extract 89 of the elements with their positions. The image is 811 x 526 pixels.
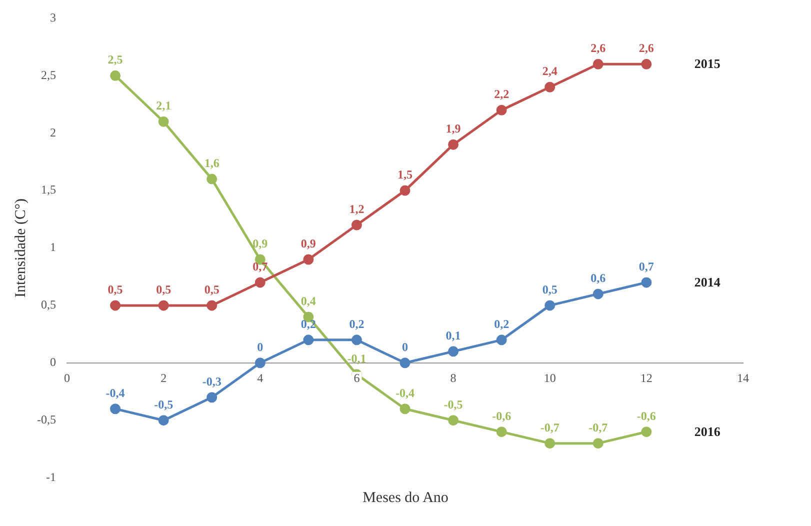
point (544, 438, 556, 449)
text: 2014 (694, 274, 721, 290)
data-label: -0,6 (636, 408, 656, 423)
point (448, 139, 459, 150)
data-label: 0,1 (446, 328, 461, 342)
point (641, 58, 652, 70)
data-label: 2,6 (638, 41, 654, 56)
data-label: -0,5 (154, 397, 174, 412)
data-label: -0,1 (347, 351, 366, 366)
data-label: 2,2 (494, 87, 510, 102)
data-label: 2,4 (542, 64, 558, 78)
y-tick-label: 2,5 (40, 68, 56, 82)
x-tick-label: 8 (450, 371, 456, 386)
data-label: -0,6 (492, 408, 512, 423)
data-label: -0,7 (540, 420, 560, 434)
y-tick-label: 0 (50, 355, 56, 370)
point (641, 426, 652, 438)
x-tick-label: 4 (257, 371, 264, 386)
point (496, 426, 507, 438)
x-axis-title: Meses do Ano (362, 490, 450, 507)
data-label: 1,9 (446, 122, 461, 136)
point (448, 415, 459, 426)
text: 2016 (694, 424, 721, 439)
data-label: -0,5 (444, 397, 463, 412)
point (206, 174, 218, 184)
data-label: 0,9 (300, 236, 316, 250)
data-label: 0,2 (349, 316, 364, 331)
point (641, 277, 652, 288)
point (351, 220, 362, 230)
x-tick-label: 0 (64, 371, 70, 386)
y-tick-label: -0,5 (36, 412, 56, 427)
data-label: 2,1 (156, 98, 172, 113)
data-label: 0,6 (590, 270, 606, 285)
point (592, 58, 604, 70)
point (158, 116, 169, 127)
y-tick-label: 3 (50, 10, 56, 24)
data-label: 0,2 (494, 316, 510, 331)
point (400, 185, 410, 196)
point (544, 82, 556, 92)
data-label: 0,5 (204, 282, 220, 296)
point (303, 334, 314, 346)
data-label: 2,6 (590, 41, 606, 56)
data-label: 0 (402, 340, 408, 354)
point (206, 392, 218, 403)
data-label: 1,2 (349, 202, 364, 216)
data-label: -0,4 (396, 386, 414, 400)
y-axis-title: Intensidade (C°) (12, 198, 29, 298)
data-label: 2,5 (108, 52, 123, 67)
point (110, 404, 121, 414)
x-tick-label: 12 (640, 371, 652, 386)
point (254, 277, 266, 288)
y-tick-label: 1 (50, 240, 56, 254)
x-tick-label: 10 (544, 371, 556, 386)
data-label: 1,5 (398, 168, 412, 182)
point (206, 300, 218, 311)
data-label: 0,9 (252, 236, 268, 250)
text: 2015 (694, 56, 721, 72)
data-label: 0 (257, 340, 264, 354)
point (158, 415, 169, 426)
point (400, 358, 410, 368)
point (351, 334, 362, 346)
point (592, 288, 604, 300)
y-tick-label: -1 (46, 470, 56, 484)
point (158, 300, 169, 311)
x-tick-label: 6 (354, 371, 360, 386)
data-label: 0,5 (542, 282, 558, 296)
y-tick-label: 2 (50, 125, 56, 140)
point (110, 70, 121, 81)
point (448, 346, 459, 357)
point (110, 300, 121, 311)
data-label: -0,7 (588, 420, 608, 434)
point (592, 438, 604, 449)
data-label: -0,3 (202, 374, 222, 388)
data-label: 0,5 (108, 282, 123, 296)
data-label: 1,6 (204, 156, 220, 170)
data-label: 0,4 (300, 294, 316, 308)
point (544, 300, 556, 311)
y-tick-label: 0,5 (40, 298, 56, 312)
point (303, 254, 314, 265)
y-tick-label: 1,5 (40, 182, 56, 197)
data-label: 0,7 (638, 259, 654, 274)
point (254, 358, 266, 368)
x-tick-label: 2 (160, 371, 167, 386)
data-label: 0,5 (156, 282, 172, 296)
point (496, 104, 507, 116)
point (400, 404, 410, 414)
data-label: -0,4 (106, 386, 125, 400)
x-tick-label: 14 (737, 371, 749, 386)
point (496, 334, 507, 346)
